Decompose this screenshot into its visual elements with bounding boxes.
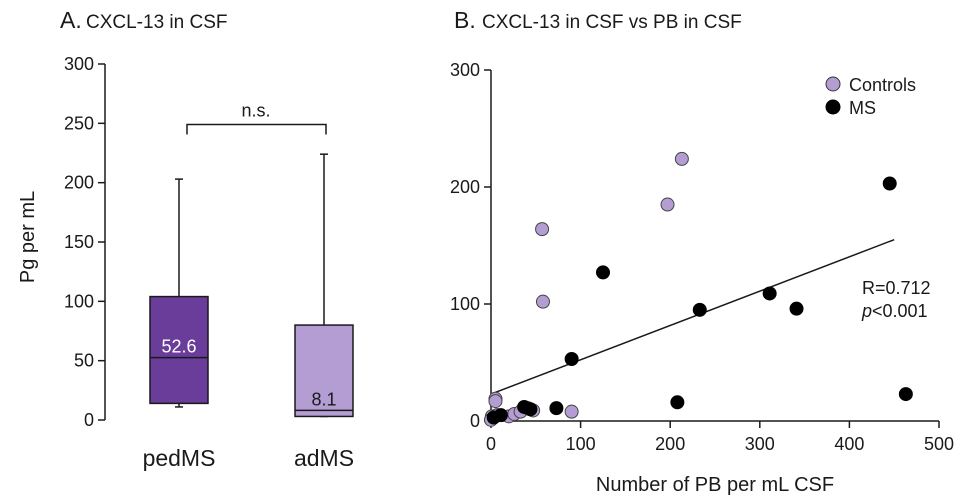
legend-label-ms: MS (849, 98, 876, 118)
x-tick-label: 400 (834, 434, 864, 454)
data-point-ms (882, 176, 897, 191)
data-point-ms (789, 301, 804, 316)
panel-a-title: CXCL-13 in CSF (86, 12, 228, 33)
data-point-ms (596, 265, 610, 280)
data-point-controls (674, 151, 689, 166)
data-point-ms (762, 286, 777, 301)
interquartile-box (294, 324, 354, 418)
data-point-controls (564, 404, 579, 419)
y-tick-label: 150 (64, 232, 94, 252)
interquartile-box (149, 295, 209, 405)
panel-a-category-labels: pedMS adMS (143, 445, 354, 471)
x-tick-label: 200 (655, 434, 685, 454)
panel-a-boxes: 52.6 8.1 (149, 153, 354, 418)
data-point-controls (535, 222, 550, 237)
panel-a-y-axis-label: Pg per mL (17, 191, 39, 283)
panel-b-points (484, 151, 913, 427)
box-adMS: 8.1 (294, 153, 354, 418)
panel-a-y-ticks: 0 50 100 150 200 250 300 (64, 54, 105, 430)
y-tick-label: 250 (64, 113, 94, 133)
p-value-threshold: <0.001 (872, 301, 928, 321)
y-tick-label: 300 (450, 60, 480, 80)
data-point-ms (564, 351, 579, 366)
panel-b-x-axis-label: Number of PB per mL CSF (596, 474, 834, 496)
y-tick-label: 300 (64, 54, 94, 74)
correlation-coefficient: R=0.712 (862, 278, 931, 298)
p-value: p<0.001 (861, 301, 928, 321)
x-tick-label: 100 (566, 434, 596, 454)
data-point-controls (660, 197, 675, 212)
median-label: 8.1 (311, 389, 336, 409)
significance-label: n.s. (241, 101, 270, 121)
category-label-pedMS: pedMS (143, 445, 216, 471)
panel-b-y-ticks: 0 100 200 300 (450, 60, 491, 431)
panel-b-title: CXCL-13 in CSF vs PB in CSF (482, 12, 742, 33)
data-point-ms (523, 402, 538, 417)
panel-b-letter: B. (454, 7, 476, 33)
data-point-ms (549, 401, 564, 416)
legend-marker-controls (825, 76, 841, 92)
y-tick-label: 100 (64, 291, 94, 311)
x-tick-label: 300 (745, 434, 775, 454)
x-tick-label: 0 (486, 434, 496, 454)
data-point-controls (488, 394, 503, 409)
box-pedMS: 52.6 (149, 178, 209, 408)
data-point-ms (898, 387, 913, 402)
series-ms (486, 176, 913, 425)
x-tick-label: 500 (924, 434, 954, 454)
regression-line (490, 238, 895, 395)
y-tick-label: 0 (470, 411, 480, 431)
panel-b-scatter-plot: B. CXCL-13 in CSF vs PB in CSF 0 100 200 30… (450, 7, 954, 496)
y-tick-label: 0 (84, 410, 94, 430)
category-label-adMS: adMS (294, 445, 354, 471)
y-tick-label: 200 (450, 177, 480, 197)
data-point-ms (670, 395, 685, 410)
y-tick-label: 200 (64, 173, 94, 193)
significance-bracket (186, 123, 327, 135)
legend: Controls MS (825, 75, 916, 118)
data-point-ms (692, 302, 707, 317)
legend-marker-ms (825, 99, 841, 115)
legend-label-controls: Controls (849, 75, 916, 95)
panel-a-letter: A. (60, 7, 82, 33)
y-tick-label: 50 (74, 351, 94, 371)
y-tick-label: 100 (450, 294, 480, 314)
panel-b-x-ticks: 0 100 200 300 400 500 (486, 421, 954, 454)
data-point-controls (535, 294, 550, 309)
panel-a-significance: n.s. (186, 101, 327, 135)
median-label: 52.6 (161, 337, 196, 357)
p-value-symbol: p (861, 301, 872, 321)
panel-a-box-plot: A. CXCL-13 in CSF Pg per mL 0 50 100 150 200… (17, 7, 354, 471)
data-point-ms (486, 410, 501, 425)
